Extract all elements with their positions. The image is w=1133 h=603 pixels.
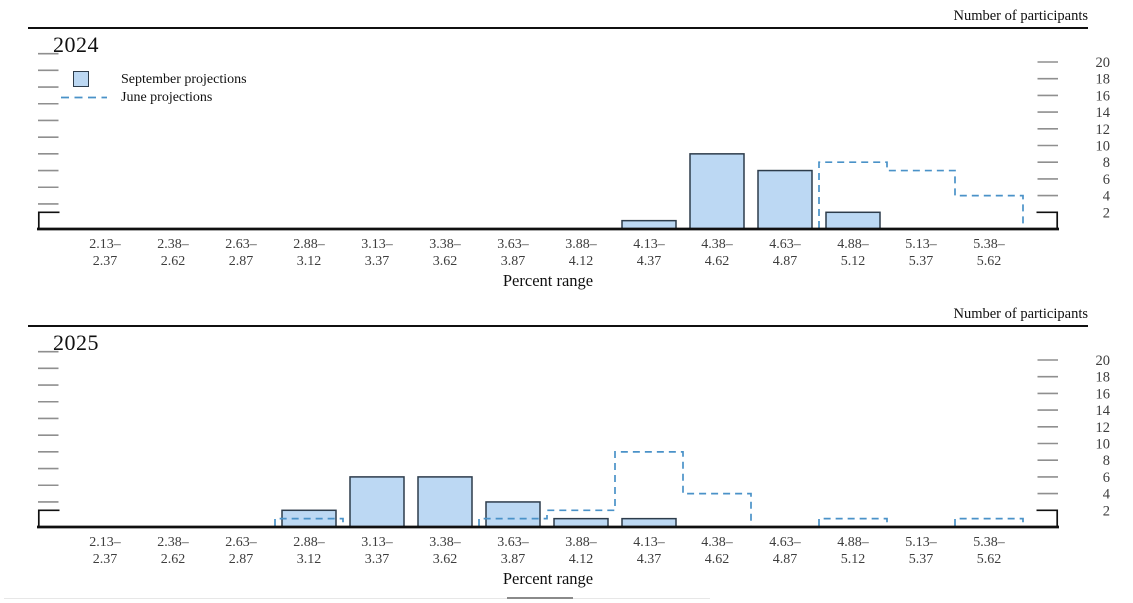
right-axis-tick-label: 20 xyxy=(1096,55,1111,71)
x-axis-bin-label: 3.63– 3.87 xyxy=(497,535,530,567)
right-axis-tick-label: 6 xyxy=(1103,470,1110,486)
x-axis-bin-label: 3.13– 3.37 xyxy=(361,237,394,269)
legend-september-label: September projections xyxy=(121,72,247,87)
september-bar xyxy=(417,476,473,528)
x-axis-bin-label: 4.38– 4.62 xyxy=(701,237,734,269)
x-axis-bin-label: 2.13– 2.37 xyxy=(89,535,122,567)
panel-2025: Number of participants 2025 2 4 6 8 10 12 14 16… xyxy=(0,298,1133,596)
panel-year-title-2025: 2025 xyxy=(53,330,99,355)
june-projection-line xyxy=(274,451,1024,526)
x-axis-bin-label: 4.88– 5.12 xyxy=(837,535,870,567)
x-axis-bin-label: 3.88– 4.12 xyxy=(565,237,598,269)
right-axis-tick-label: 14 xyxy=(1096,105,1111,121)
september-bar xyxy=(485,501,541,528)
september-bar xyxy=(825,211,881,230)
right-axis-tick-label: 14 xyxy=(1096,403,1111,419)
x-axis-bin-label: 2.63– 2.87 xyxy=(225,237,258,269)
x-axis-bin-label: 4.38– 4.62 xyxy=(701,535,734,567)
x-axis-bin-label: 3.63– 3.87 xyxy=(497,237,530,269)
september-bar xyxy=(689,153,745,230)
axis-end-cap-right xyxy=(1036,211,1059,229)
y-axis-title-2024: Number of participants xyxy=(953,8,1089,24)
right-axis-tick-label: 2 xyxy=(1103,503,1110,519)
y-axis-title-2025: Number of participants xyxy=(953,306,1089,322)
axis-end-cap-left xyxy=(37,509,60,527)
right-axis-tick-label: 6 xyxy=(1103,172,1110,188)
panel-2024: Number of participants 2024 2 4 6 8 10 12 14 16… xyxy=(0,0,1133,298)
legend: September projections June projections xyxy=(0,0,400,120)
june-dash-icon xyxy=(61,96,107,99)
axis-end-cap-right xyxy=(1036,509,1059,527)
x-axis-title-2025: Percent range xyxy=(502,569,594,588)
panel-top-rule-2025 xyxy=(28,325,1088,327)
x-axis-bin-label: 2.38– 2.62 xyxy=(157,237,190,269)
right-axis-tick-label: 8 xyxy=(1103,453,1110,469)
september-bar xyxy=(757,169,813,230)
axis-end-cap-left xyxy=(37,211,60,229)
right-axis-tick-label: 10 xyxy=(1096,437,1111,453)
x-axis-bin-label: 3.13– 3.37 xyxy=(361,535,394,567)
right-axis-tick-label: 20 xyxy=(1096,353,1111,369)
september-bars xyxy=(621,153,881,230)
september-bar xyxy=(349,476,405,528)
panel-top-rule-2024 xyxy=(28,27,1088,29)
x-axis-bin-label: 3.38– 3.62 xyxy=(429,237,462,269)
x-axis-bin-label: 5.13– 5.37 xyxy=(905,237,938,269)
right-axis-tick-label: 18 xyxy=(1096,72,1111,88)
september-swatch-icon xyxy=(73,71,89,87)
right-axis-tick-label: 4 xyxy=(1103,189,1111,205)
right-axis-tick-label: 4 xyxy=(1103,487,1111,503)
x-axis-bin-label: 2.13– 2.37 xyxy=(89,237,122,269)
x-axis-bin-label: 4.88– 5.12 xyxy=(837,237,870,269)
right-axis-tick-label: 18 xyxy=(1096,370,1111,386)
x-axis-bin-label: 4.13– 4.37 xyxy=(633,535,666,567)
x-axis-bin-label: 2.88– 3.12 xyxy=(293,237,326,269)
right-axis-tick-label: 12 xyxy=(1096,122,1111,138)
right-axis-tick-label: 8 xyxy=(1103,155,1110,171)
x-axis-bin-label: 3.38– 3.62 xyxy=(429,535,462,567)
x-axis-bin-label: 4.13– 4.37 xyxy=(633,237,666,269)
x-axis-bin-label: 4.63– 4.87 xyxy=(769,237,802,269)
legend-june-label: June projections xyxy=(121,90,213,105)
x-axis-bin-label: 2.88– 3.12 xyxy=(293,535,326,567)
panel-year-title-2024: 2024 xyxy=(53,32,99,57)
bottom-crop-line xyxy=(4,598,710,599)
right-axis-tick-label: 12 xyxy=(1096,420,1111,436)
right-axis-tick-label: 10 xyxy=(1096,139,1111,155)
x-axis-bin-label: 4.63– 4.87 xyxy=(769,535,802,567)
right-axis-tick-label: 2 xyxy=(1103,205,1110,221)
x-axis-bin-label: 5.13– 5.37 xyxy=(905,535,938,567)
x-axis-title-2024: Percent range xyxy=(502,271,594,290)
june-projection-line xyxy=(818,161,1024,228)
bottom-crop-line-dark xyxy=(507,597,573,599)
x-axis-bin-label: 3.88– 4.12 xyxy=(565,535,598,567)
right-axis-tick-label: 16 xyxy=(1096,386,1111,402)
x-axis-bin-label: 5.38– 5.62 xyxy=(973,535,1006,567)
x-axis-bin-label: 2.63– 2.87 xyxy=(225,535,258,567)
right-axis-tick-label: 16 xyxy=(1096,88,1111,104)
x-axis-bin-label: 5.38– 5.62 xyxy=(973,237,1006,269)
x-axis-bin-label: 2.38– 2.62 xyxy=(157,535,190,567)
